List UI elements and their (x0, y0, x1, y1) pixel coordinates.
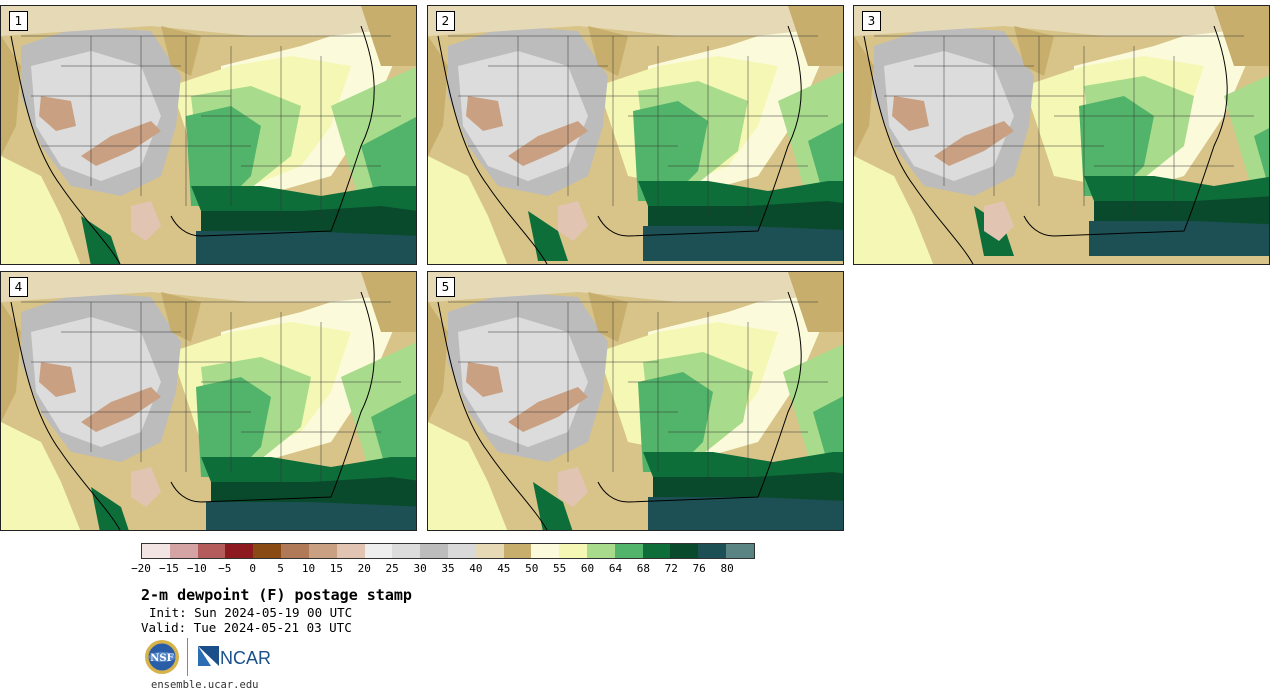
colorbar-swatch (142, 544, 170, 558)
east-gulf-coastline (170, 291, 375, 503)
colorbar-swatch (503, 544, 532, 558)
member-label: 1 (9, 11, 28, 31)
member-label: 2 (436, 11, 455, 31)
colorbar-swatch (169, 544, 198, 558)
east-gulf-coastline (597, 291, 802, 503)
colorbar-tick-label: 64 (608, 562, 623, 575)
member-label: 3 (862, 11, 881, 31)
nsf-logo-icon: NSF (145, 640, 179, 674)
state-boundaries (21, 35, 401, 216)
ncar-logo-icon: NCAR (198, 646, 271, 668)
colorbar-swatch (392, 544, 421, 558)
colorbar-tick-label: 35 (441, 562, 455, 575)
init-time: Init: Sun 2024-05-19 00 UTC (149, 605, 353, 620)
member-1-map: 1 (0, 5, 417, 265)
dewpoint-map-svg (428, 6, 843, 264)
dewpoint-map-svg (1, 272, 416, 530)
colorbar-swatch (308, 544, 337, 558)
member-5-map: 5 (427, 271, 844, 531)
colorbar-tick-label: 55 (553, 562, 567, 575)
dewpoint-field (1, 272, 416, 530)
member-label: 4 (9, 277, 28, 297)
dewpoint-map-svg (854, 6, 1269, 264)
east-gulf-coastline (1023, 25, 1228, 237)
colorbar-tick-label: 76 (692, 562, 706, 575)
colorbar-tick-label: 10 (301, 562, 316, 575)
colorbar-swatch (726, 544, 754, 558)
colorbar-swatch (642, 544, 671, 558)
colorbar-tick-label: −5 (218, 562, 232, 575)
colorbar-swatch (364, 544, 393, 558)
colorbar-tick-label: 72 (664, 562, 678, 575)
member-label: 5 (436, 277, 455, 297)
colorbar-tick-label: 60 (580, 562, 595, 575)
colorbar-swatch (447, 544, 476, 558)
state-boundaries (448, 301, 828, 482)
colorbar-tick-label: 45 (497, 562, 511, 575)
member-4-map: 4 (0, 271, 417, 531)
west-coastline (863, 35, 974, 264)
colorbar-tick-label: −15 (158, 562, 179, 575)
dewpoint-field (1, 6, 416, 264)
colorbar (141, 543, 755, 559)
colorbar-tick-label: 5 (277, 562, 284, 575)
member-3-map: 3 (853, 5, 1270, 265)
colorbar-tick-label: 50 (525, 562, 539, 575)
colorbar-tick-label: 40 (469, 562, 483, 575)
colorbar-tick-label: −20 (131, 562, 151, 575)
state-boundaries (21, 301, 401, 482)
colorbar-tick-label: 25 (385, 562, 399, 575)
east-gulf-coastline (597, 25, 802, 237)
state-boundaries (874, 35, 1254, 216)
colorbar-tick-label: 0 (249, 562, 256, 575)
colorbar-swatch (559, 544, 587, 558)
west-coastline (437, 301, 548, 530)
colorbar-swatch (475, 544, 504, 558)
logo-divider (187, 638, 188, 676)
valid-time: Valid: Tue 2024-05-21 03 UTC (141, 620, 352, 635)
website-url: ensemble.ucar.edu (151, 679, 259, 691)
colorbar-swatch (614, 544, 643, 558)
dewpoint-map-svg (428, 272, 843, 530)
colorbar-swatch (253, 544, 282, 558)
colorbar-swatch (531, 544, 560, 558)
colorbar-swatch (670, 544, 699, 558)
ncar-logo-text: NCAR (220, 648, 271, 668)
dewpoint-map-svg (1, 6, 416, 264)
colorbar-tick-label: 15 (329, 562, 343, 575)
colorbar-tick-label: 68 (636, 562, 650, 575)
colorbar-swatch (587, 544, 615, 558)
colorbar-tick-label: −10 (186, 562, 207, 575)
colorbar-swatch (197, 544, 226, 558)
colorbar-ticks: −20 −15 −10 −5 0 5 10 15 20 25 30 35 40 45 50 55 60 64 68 7… (131, 562, 755, 578)
plot-title: 2-m dewpoint (F) postage stamp (141, 586, 412, 604)
colorbar-swatch (420, 544, 448, 558)
west-coastline (10, 301, 121, 530)
colorbar-tick-label: 20 (357, 562, 371, 575)
colorbar-swatch (698, 544, 727, 558)
logos: NSF NCAR (144, 638, 284, 676)
west-coastline (437, 35, 548, 264)
state-boundaries (448, 35, 828, 216)
colorbar-tick-label: 30 (413, 562, 427, 575)
dewpoint-field (428, 272, 843, 530)
colorbar-swatch (336, 544, 365, 558)
west-coastline (10, 35, 121, 264)
colorbar-tick-label: 80 (720, 562, 734, 575)
colorbar-swatch (225, 544, 254, 558)
dewpoint-field (854, 6, 1269, 264)
dewpoint-field (428, 6, 843, 264)
member-2-map: 2 (427, 5, 844, 265)
nsf-logo-text: NSF (150, 653, 173, 664)
east-gulf-coastline (170, 25, 375, 237)
colorbar-swatch (281, 544, 309, 558)
